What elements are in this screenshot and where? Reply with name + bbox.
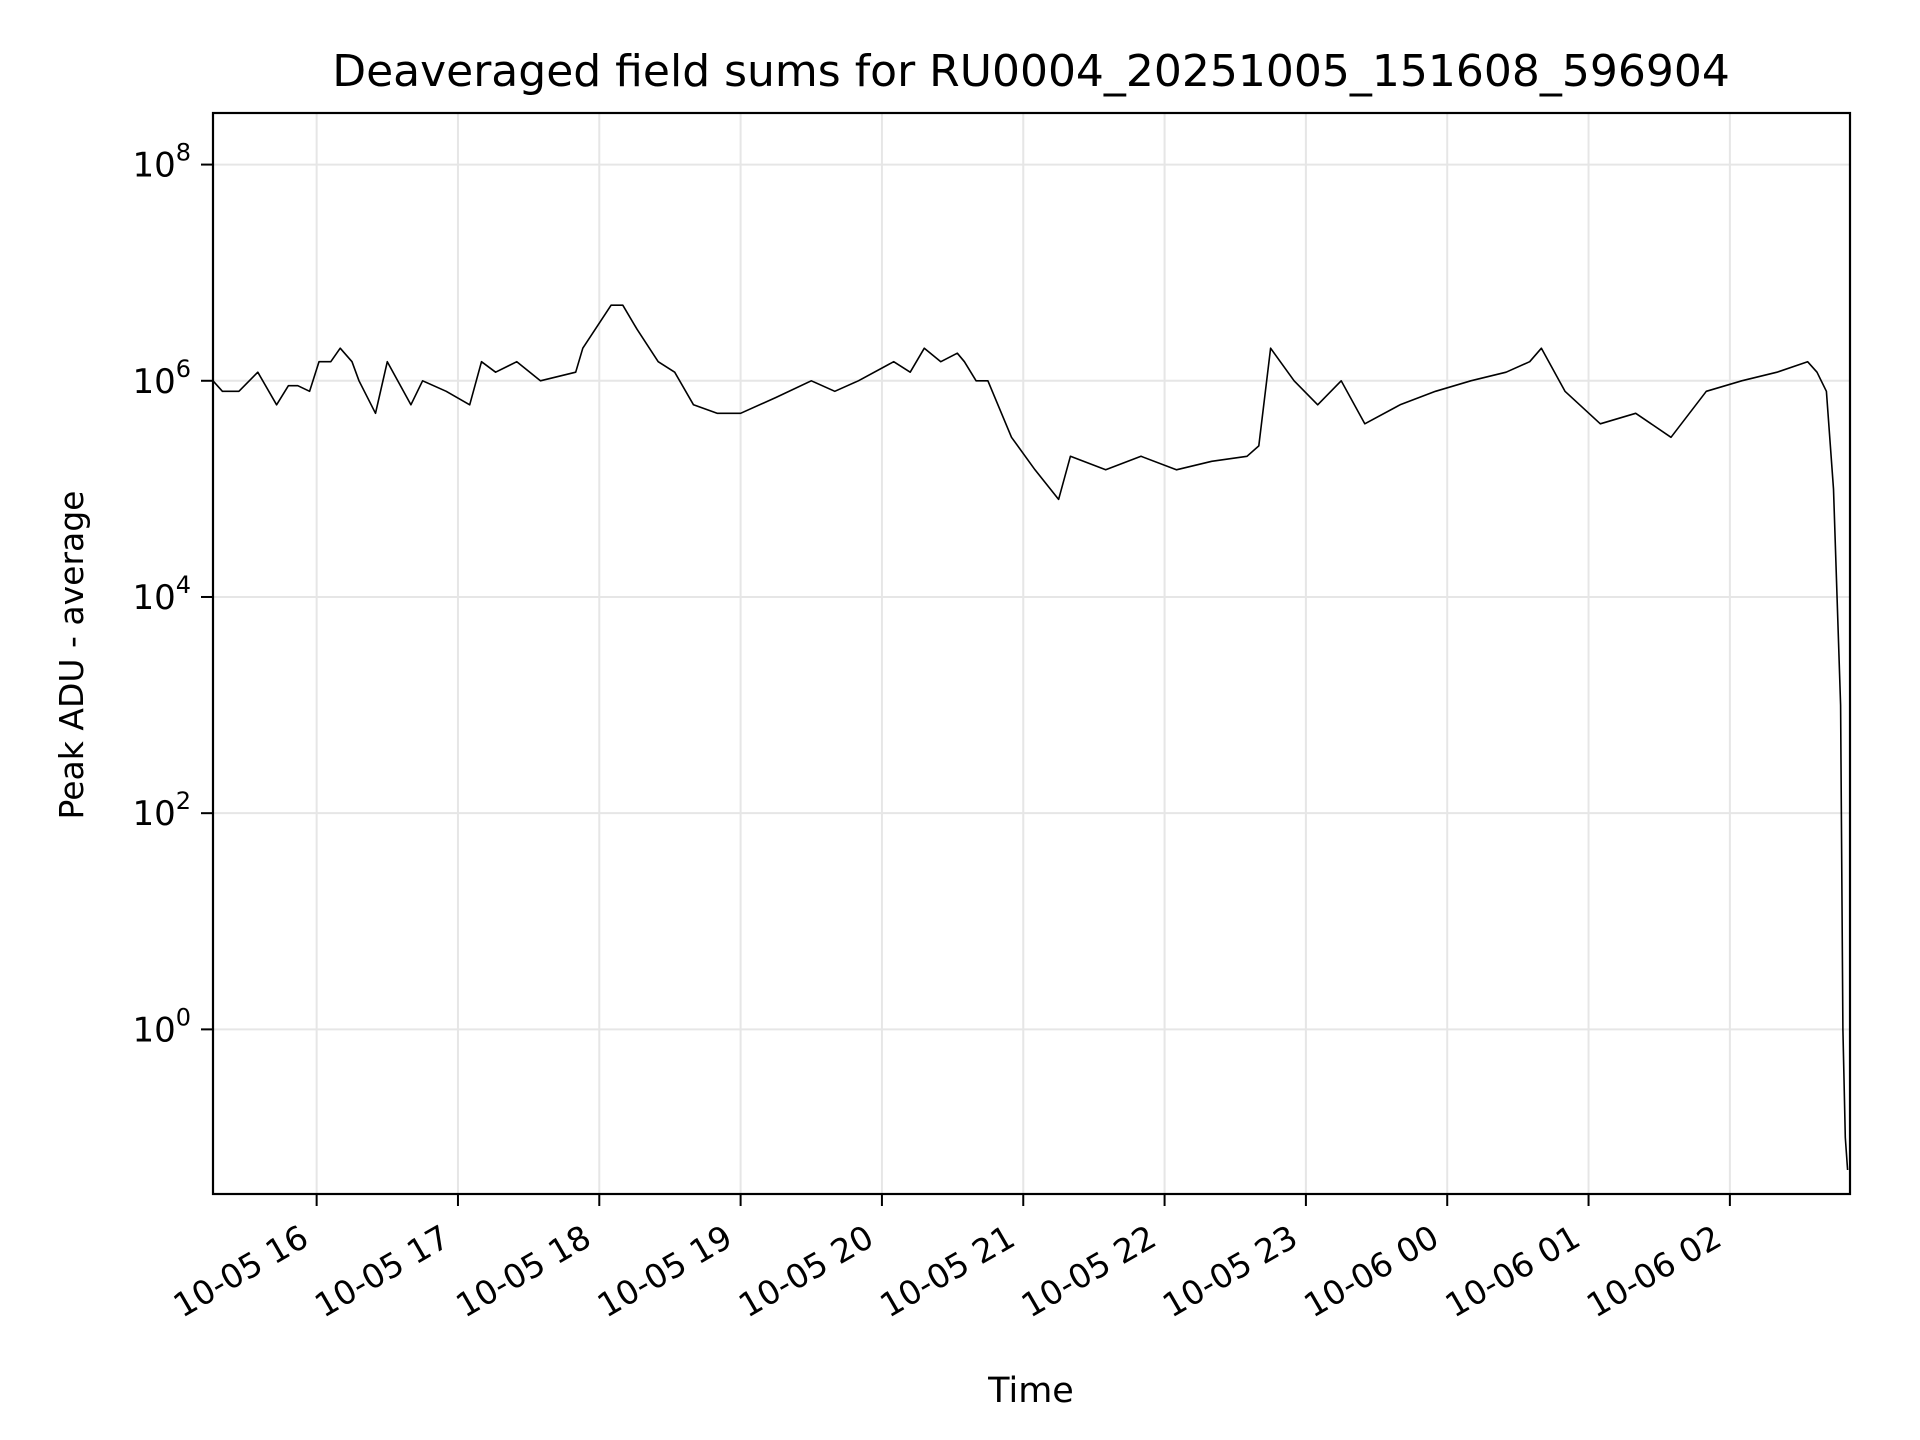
chart-title: Deaveraged field sums for RU0004_2025100… <box>332 46 1730 97</box>
y-tick-base: 10 <box>132 1010 175 1050</box>
y-tick-exponent: 0 <box>176 1003 191 1031</box>
y-tick-exponent: 6 <box>176 355 191 383</box>
grid <box>213 113 1850 1194</box>
x-tick-label: 10-05 23 <box>1156 1217 1304 1325</box>
x-tick-label: 10-05 21 <box>873 1217 1021 1325</box>
x-tick-label: 10-05 18 <box>449 1217 597 1325</box>
x-tick-label: 10-06 01 <box>1439 1217 1587 1325</box>
y-tick-label: 106 <box>132 355 191 402</box>
y-tick-label: 100 <box>132 1003 191 1050</box>
x-axis-label: Time <box>987 1371 1074 1411</box>
y-tick-label: 102 <box>132 787 191 834</box>
y-tick-base: 10 <box>132 146 175 186</box>
y-axis-label: Peak ADU - average <box>52 491 91 820</box>
y-tick-base: 10 <box>132 578 175 618</box>
y-tick-label: 108 <box>132 139 191 186</box>
y-tick-label: 104 <box>132 571 191 618</box>
x-tick-label: 10-06 00 <box>1297 1217 1445 1325</box>
y-tick-base: 10 <box>132 362 175 402</box>
x-tick-label: 10-05 17 <box>308 1217 456 1325</box>
y-tick-exponent: 4 <box>176 571 191 599</box>
y-tick-exponent: 8 <box>176 139 191 167</box>
x-tick-label: 10-05 20 <box>732 1217 880 1325</box>
plot-series <box>212 304 1849 1171</box>
x-tick-label: 10-05 19 <box>591 1217 739 1325</box>
plot-frame <box>211 111 1852 1196</box>
y-tick-exponent: 2 <box>176 787 191 815</box>
series-line <box>212 304 1849 1171</box>
x-tick-label: 10-05 22 <box>1015 1217 1163 1325</box>
y-tick-base: 10 <box>132 794 175 834</box>
x-tick-label: 10-06 02 <box>1580 1217 1728 1325</box>
x-tick-label: 10-05 16 <box>167 1217 315 1325</box>
